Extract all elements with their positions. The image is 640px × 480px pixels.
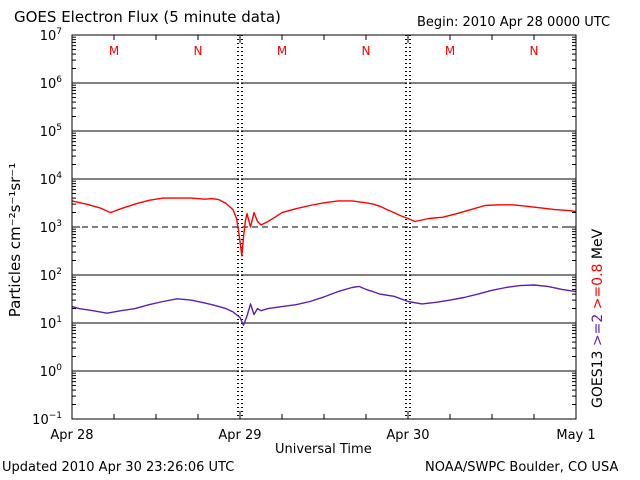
- right-label-part: >=2: [590, 314, 606, 351]
- y-tick-label: 104: [40, 171, 63, 188]
- begin-date: Begin: 2010 Apr 28 0000 UTC: [417, 15, 611, 30]
- x-tick-label: May 1: [556, 428, 595, 443]
- series-line: [71, 284, 577, 326]
- mn-marker: M: [277, 44, 287, 58]
- series-line: [71, 197, 577, 257]
- x-tick-label: Apr 29: [218, 428, 261, 443]
- y-tick-label: 102: [40, 267, 62, 284]
- y-tick-label: 10−1: [32, 411, 62, 428]
- right-label-part: GOES13: [590, 351, 606, 408]
- credit-label: NOAA/SWPC Boulder, CO USA: [425, 460, 619, 475]
- plot-grid: [72, 82, 576, 372]
- x-tick-label: Apr 28: [50, 428, 93, 443]
- y-tick-label: 101: [40, 315, 62, 332]
- y-tick-label: 105: [40, 123, 62, 140]
- data-series: [71, 197, 577, 326]
- x-tick-label: Apr 30: [386, 428, 429, 443]
- y-axis-ticks: 10−1 100 101 102 103 104 105 106 107: [32, 27, 576, 428]
- y-tick-label: 100: [40, 363, 63, 380]
- y-tick-label: 103: [40, 219, 62, 236]
- mn-marker: N: [530, 44, 539, 58]
- mn-marker: N: [362, 44, 371, 58]
- right-label-part: >=0.8: [590, 264, 606, 314]
- mn-marker: M: [445, 44, 455, 58]
- right-label-part: MeV: [590, 228, 606, 263]
- y-axis-label: Particles cm⁻²s⁻¹sr⁻¹: [6, 163, 24, 317]
- y-tick-label: 106: [40, 75, 63, 92]
- updated-timestamp: Updated 2010 Apr 30 23:26:06 UTC: [2, 460, 235, 475]
- y-tick-label: 107: [40, 27, 62, 44]
- right-axis-label: GOES13 >=2 >=0.8 MeV: [590, 228, 606, 408]
- x-axis-label: Universal Time: [275, 442, 372, 457]
- x-axis-ticks: Apr 28 Apr 29 Apr 30 May 1: [50, 35, 596, 443]
- chart-title: GOES Electron Flux (5 minute data): [14, 8, 281, 26]
- mn-marker: M: [109, 44, 119, 58]
- mn-marker: N: [194, 44, 203, 58]
